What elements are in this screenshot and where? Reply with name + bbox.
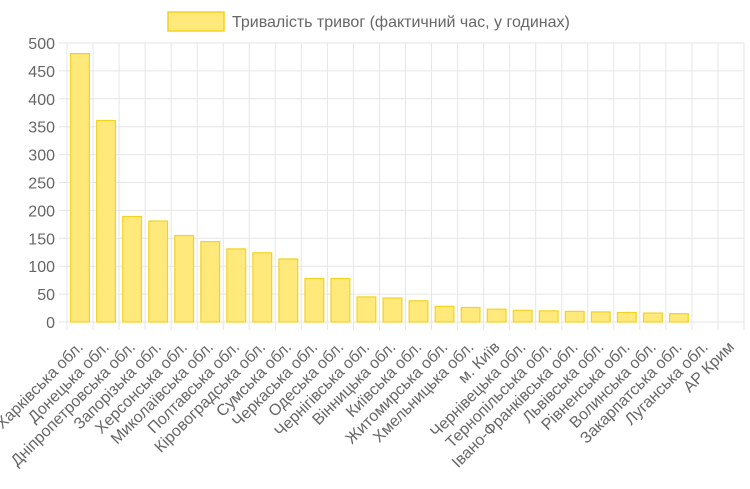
y-tick-label: 0	[46, 315, 55, 332]
bar[interactable]	[252, 252, 273, 323]
bar[interactable]	[408, 300, 429, 323]
bar[interactable]	[382, 297, 403, 323]
bar[interactable]	[70, 53, 90, 323]
bar[interactable]	[122, 215, 143, 323]
y-tick-label: 500	[28, 36, 55, 53]
bar[interactable]	[200, 241, 221, 323]
y-tick-label: 100	[28, 259, 55, 276]
y-tick-label: 400	[28, 92, 55, 109]
bar[interactable]	[278, 258, 299, 323]
y-axis-ticks: 0 50 100 150 200 250 300 350 400 450 500	[28, 36, 55, 332]
y-tick-label: 50	[37, 287, 55, 304]
bar[interactable]	[148, 220, 169, 323]
bar[interactable]	[590, 311, 611, 323]
y-tick-label: 450	[28, 64, 55, 81]
bar[interactable]	[226, 248, 247, 323]
y-tick-label: 200	[28, 203, 55, 220]
bar[interactable]	[304, 277, 325, 323]
bar[interactable]	[564, 310, 585, 323]
y-tick-label: 300	[28, 148, 55, 165]
bar[interactable]	[330, 277, 351, 323]
bar[interactable]	[668, 313, 689, 323]
legend-label: Тривалість тривог (фактичний час, у годи…	[232, 14, 570, 31]
grid-lines	[59, 42, 745, 330]
bar[interactable]	[512, 309, 533, 323]
bar[interactable]	[538, 310, 559, 323]
bar[interactable]	[96, 119, 117, 323]
bar[interactable]	[616, 311, 637, 323]
y-tick-label: 150	[28, 231, 55, 248]
y-tick-label: 250	[28, 176, 55, 193]
bar[interactable]	[460, 306, 481, 323]
bar[interactable]	[486, 308, 507, 323]
y-tick-label: 350	[28, 120, 55, 137]
legend-swatch	[167, 11, 225, 32]
x-axis-ticks: Харківська обл.Донецька обл.Дніпропетров…	[0, 339, 738, 472]
bar[interactable]	[434, 305, 455, 323]
bar[interactable]	[642, 312, 663, 323]
chart-legend[interactable]: Тривалість тривог (фактичний час, у годи…	[167, 11, 570, 32]
bars	[70, 53, 689, 323]
bar[interactable]	[174, 234, 195, 323]
bar[interactable]	[356, 296, 377, 323]
